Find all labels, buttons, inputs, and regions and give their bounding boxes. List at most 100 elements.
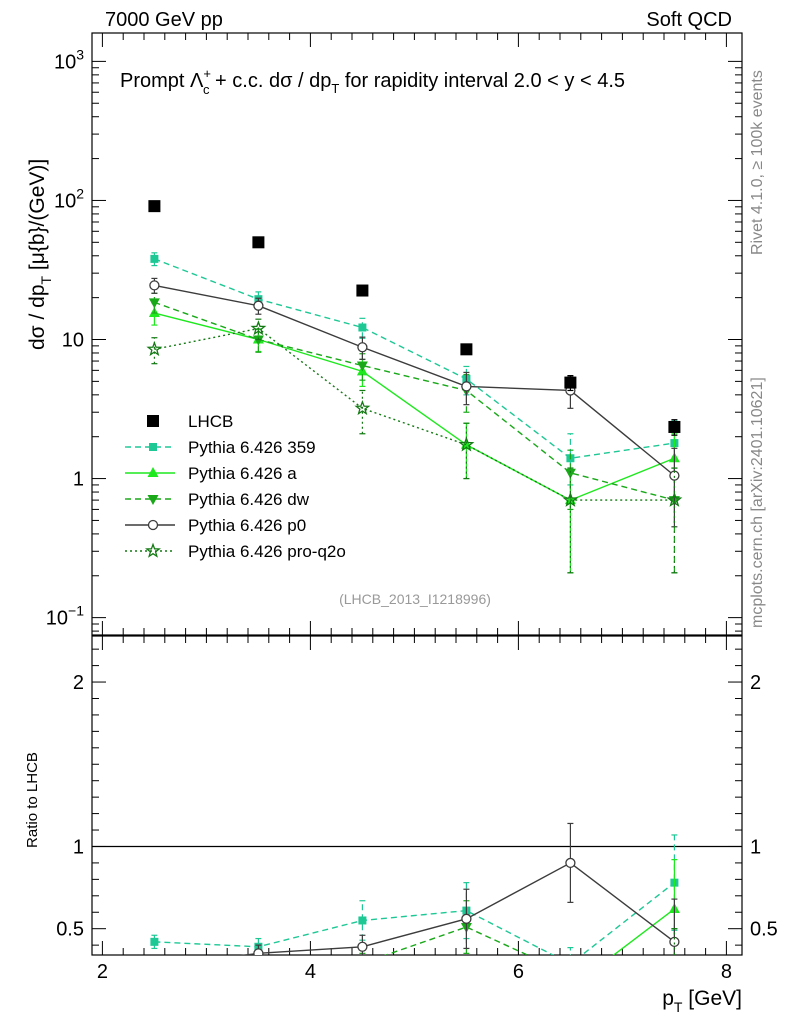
series-line xyxy=(239,862,675,955)
x-tick-label: 6 xyxy=(513,961,524,983)
data-point xyxy=(358,916,367,925)
data-point xyxy=(354,399,371,416)
data-point xyxy=(460,343,473,356)
ratio-series-group xyxy=(148,822,680,1002)
data-point xyxy=(150,254,159,263)
data-point xyxy=(147,495,159,505)
ratio-y-tick-label-right: 1 xyxy=(750,836,761,858)
legend: LHCB Pythia 6.426 359 Pythia 6.426 a Pythia… xyxy=(125,412,346,561)
data-point xyxy=(565,982,576,992)
data-point xyxy=(564,468,576,479)
legend-label: LHCB xyxy=(188,412,233,431)
data-point xyxy=(564,981,576,993)
data-point xyxy=(461,381,472,392)
data-point xyxy=(150,962,159,971)
y-tick-label: 10 xyxy=(62,330,84,352)
data-point xyxy=(356,284,369,297)
series-line xyxy=(154,882,675,955)
data-point xyxy=(460,970,472,982)
mcplots-label: mcplots.cern.ch [arXiv:2401.10621] xyxy=(749,377,766,628)
series-lhcb xyxy=(148,200,681,436)
data-point xyxy=(357,342,368,353)
legend-label: Pythia 6.426 a xyxy=(188,464,297,483)
series-line xyxy=(154,312,675,501)
legend-label: Pythia 6.426 p0 xyxy=(188,516,306,535)
reference-label: (LHCB_2013_I1218996) xyxy=(339,591,491,607)
series-pythia-6-426-pro-q2o xyxy=(148,928,678,1002)
data-point xyxy=(146,340,163,357)
data-point xyxy=(673,953,676,955)
data-point xyxy=(356,361,368,372)
legend-label: Pythia 6.426 359 xyxy=(188,438,316,457)
series-line xyxy=(154,301,675,501)
data-point xyxy=(149,977,160,987)
data-point xyxy=(566,960,574,968)
legend-item: Pythia 6.426 359 xyxy=(125,438,316,457)
data-point xyxy=(149,443,157,451)
ratio-axis-ticks xyxy=(92,636,742,955)
series-pythia-6-426-p0 xyxy=(150,822,680,971)
ratio-y-tick-label: 2 xyxy=(73,672,84,694)
data-point xyxy=(669,958,680,968)
data-point xyxy=(147,415,159,427)
x-axis-label: pT [GeV] xyxy=(662,987,742,1015)
data-point xyxy=(250,320,267,336)
series-pythia-6-426-pro-q2o xyxy=(146,318,683,574)
y-tick-label: 10−1 xyxy=(46,603,84,630)
main-axis-ticks xyxy=(92,33,742,635)
data-point xyxy=(253,300,264,311)
ratio-y-tick-label: 1 xyxy=(73,836,84,858)
y-axis-label: dσ / dpT [μ{b}/(GeV)] xyxy=(26,159,54,350)
ratio-y-tick-label: 0.5 xyxy=(56,919,84,941)
data-point xyxy=(357,962,368,972)
data-point xyxy=(147,467,159,477)
data-point xyxy=(148,990,160,1002)
data-point xyxy=(145,542,161,558)
ratio-y-tick-label-right: 0.5 xyxy=(750,919,778,941)
legend-item: Pythia 6.426 dw xyxy=(125,490,310,509)
legend-item: Pythia 6.426 p0 xyxy=(125,516,306,535)
header-left: 7000 GeV pp xyxy=(105,9,223,31)
data-point xyxy=(565,857,576,869)
data-point xyxy=(253,972,264,982)
main-series-group xyxy=(146,200,683,574)
data-point xyxy=(148,200,161,213)
data-point xyxy=(149,974,160,984)
data-point xyxy=(666,491,683,507)
series-pythia-6-426-dw xyxy=(149,900,680,984)
series-line xyxy=(154,258,675,459)
series-line xyxy=(154,284,675,477)
data-point xyxy=(147,519,159,531)
main-frame xyxy=(91,32,743,636)
data-point xyxy=(252,335,264,346)
data-point xyxy=(564,376,577,389)
legend-item: LHCB xyxy=(147,412,233,431)
series-pythia-6-426-a xyxy=(149,859,680,992)
data-point xyxy=(149,280,160,291)
header-right: Soft QCD xyxy=(646,9,732,31)
ratio-y-label: Ratio to LHCB xyxy=(24,752,41,848)
legend-item: Pythia 6.426 pro-q2o xyxy=(125,542,346,561)
x-tick-label: 8 xyxy=(721,961,732,983)
data-point xyxy=(669,936,680,947)
legend-item: Pythia 6.426 a xyxy=(125,464,297,483)
y-tick-label: 102 xyxy=(54,185,84,212)
legend-label: Pythia 6.426 pro-q2o xyxy=(188,542,346,561)
x-tick-label: 4 xyxy=(305,961,316,983)
data-point xyxy=(458,436,475,452)
chart-title: Prompt Λ+ c + c.c. dσ / dpT for rapidity … xyxy=(120,66,625,97)
data-point xyxy=(461,913,472,924)
data-point xyxy=(253,948,264,955)
data-point xyxy=(252,236,265,249)
data-point xyxy=(668,420,681,433)
series-pythia-6-426-359 xyxy=(150,834,679,968)
data-point xyxy=(356,981,368,993)
data-point xyxy=(565,971,576,981)
data-point xyxy=(150,937,159,946)
ratio-frame xyxy=(91,635,743,956)
rivet-label: Rivet 4.1.0, ≥ 100k events xyxy=(749,70,766,255)
data-point xyxy=(357,959,368,969)
y-tick-label: 1 xyxy=(73,469,84,491)
